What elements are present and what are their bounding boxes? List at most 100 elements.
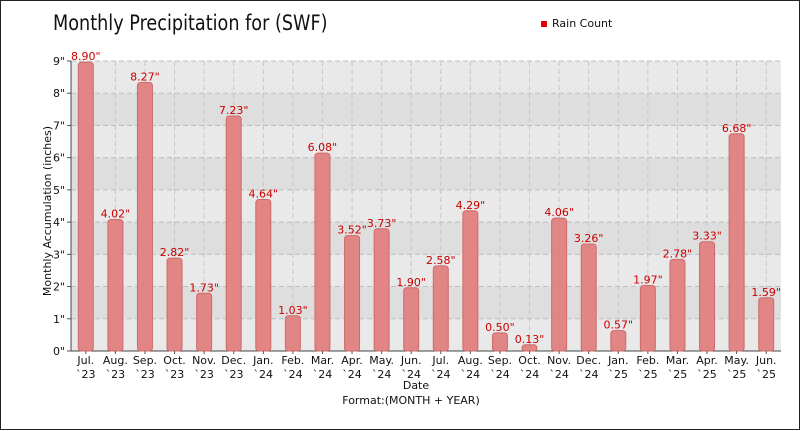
data-label: 3.26" xyxy=(574,232,604,245)
plot-band xyxy=(71,286,781,319)
x-tick-label-year: `24 xyxy=(579,368,599,381)
data-label: 2.58" xyxy=(426,254,456,267)
data-label: 6.68" xyxy=(722,122,752,135)
data-label: 8.90" xyxy=(71,50,101,63)
bar xyxy=(639,285,656,352)
x-tick-label-year: `24 xyxy=(520,368,540,381)
x-tick-label-month: Oct. xyxy=(163,354,186,367)
y-tick-label: 8" xyxy=(53,87,65,100)
x-tick-label-year: `24 xyxy=(283,368,303,381)
plot-band xyxy=(71,125,781,158)
x-tick-label-month: May. xyxy=(724,354,749,367)
y-tick-label: 5" xyxy=(53,184,65,197)
y-tick-label: 3" xyxy=(53,248,65,261)
bar xyxy=(166,257,183,352)
x-tick-label-month: Jul. xyxy=(431,354,449,367)
x-tick-label-year: `24 xyxy=(549,368,569,381)
y-tick-label: 4" xyxy=(53,216,65,229)
y-tick-label: 0" xyxy=(53,345,65,358)
bar xyxy=(196,292,213,352)
bar xyxy=(669,258,686,352)
plot-band xyxy=(71,318,781,351)
data-label: 2.82" xyxy=(160,246,190,259)
y-axis-title: Monthly Accumulation (inches) xyxy=(41,126,54,296)
x-tick-label-year: `23 xyxy=(76,368,96,381)
x-tick-label-month: Nov. xyxy=(547,354,571,367)
x-tick-label-year: `25 xyxy=(668,368,688,381)
plot-band xyxy=(71,61,781,94)
x-tick-label-year: `23 xyxy=(106,368,126,381)
data-label: 7.23" xyxy=(219,104,249,117)
plot-band xyxy=(71,157,781,190)
x-tick-label-year: `24 xyxy=(342,368,362,381)
data-label: 1.97" xyxy=(633,274,663,287)
x-tick-label-year: `23 xyxy=(194,368,214,381)
x-tick-label-year: `25 xyxy=(638,368,658,381)
bar xyxy=(758,297,775,352)
x-tick-label-month: Jan. xyxy=(607,354,628,367)
x-tick-label-month: Oct. xyxy=(518,354,541,367)
x-tick-label-year: `24 xyxy=(254,368,274,381)
bar xyxy=(373,228,390,352)
bar xyxy=(284,315,301,352)
x-tick-label-month: Jan. xyxy=(252,354,273,367)
x-tick-label-year: `23 xyxy=(224,368,244,381)
data-label: 6.08" xyxy=(308,141,338,154)
data-label: 4.64" xyxy=(249,187,279,200)
bar xyxy=(462,210,479,352)
plot-band xyxy=(71,254,781,287)
bar xyxy=(491,332,508,352)
bar xyxy=(77,61,94,352)
legend-label: Rain Count xyxy=(552,17,613,30)
x-tick-label-year: `25 xyxy=(727,368,747,381)
bar xyxy=(136,82,153,352)
x-tick-label-year: `25 xyxy=(756,368,776,381)
x-tick-label-month: Aug. xyxy=(458,354,483,367)
x-tick-label-month: Jun. xyxy=(755,354,777,367)
x-tick-label-month: Apr. xyxy=(696,354,718,367)
x-tick-label-year: `25 xyxy=(697,368,717,381)
x-tick-label-month: Dec. xyxy=(221,354,246,367)
bar xyxy=(699,241,716,352)
x-tick-label-year: `24 xyxy=(461,368,481,381)
bar xyxy=(255,198,272,352)
x-tick-label-year: `24 xyxy=(313,368,333,381)
plot-band xyxy=(71,222,781,255)
x-tick-label-month: Mar. xyxy=(666,354,689,367)
x-tick-label-month: Apr. xyxy=(341,354,363,367)
x-tick-label-month: Nov. xyxy=(192,354,216,367)
data-label: 4.06" xyxy=(544,206,574,219)
x-tick-label-month: Dec. xyxy=(576,354,601,367)
data-label: 1.03" xyxy=(278,304,308,317)
x-tick-label-year: `25 xyxy=(609,368,629,381)
x-tick-label-month: Jun. xyxy=(400,354,422,367)
chart-title: Monthly Precipitation for (SWF) xyxy=(53,11,328,35)
x-tick-label-month: Feb. xyxy=(636,354,659,367)
plot-band xyxy=(71,189,781,223)
x-tick-label-month: Sep. xyxy=(488,354,512,367)
x-axis-subtitle: Format:(MONTH + YEAR) xyxy=(342,394,479,407)
x-tick-label-month: Jul. xyxy=(76,354,94,367)
y-tick-label: 9" xyxy=(53,55,65,68)
bar xyxy=(610,330,627,352)
data-label: 3.33" xyxy=(692,230,722,243)
legend-swatch xyxy=(541,20,547,27)
x-tick-label-month: Aug. xyxy=(103,354,128,367)
bar xyxy=(432,265,449,352)
data-label: 4.29" xyxy=(456,199,486,212)
legend: Rain Count xyxy=(541,17,612,30)
bar xyxy=(225,115,242,352)
bar xyxy=(403,287,420,352)
x-tick-label-year: `23 xyxy=(165,368,185,381)
x-tick-label-year: `23 xyxy=(135,368,155,381)
x-tick-label-year: `24 xyxy=(372,368,392,381)
x-tick-label-year: `24 xyxy=(490,368,510,381)
data-label: 1.73" xyxy=(189,281,219,294)
x-tick-label-month: Mar. xyxy=(311,354,334,367)
data-label: 3.52" xyxy=(337,224,367,237)
data-label: 0.57" xyxy=(604,319,634,332)
bar xyxy=(344,235,361,352)
data-label: 4.02" xyxy=(101,207,131,220)
